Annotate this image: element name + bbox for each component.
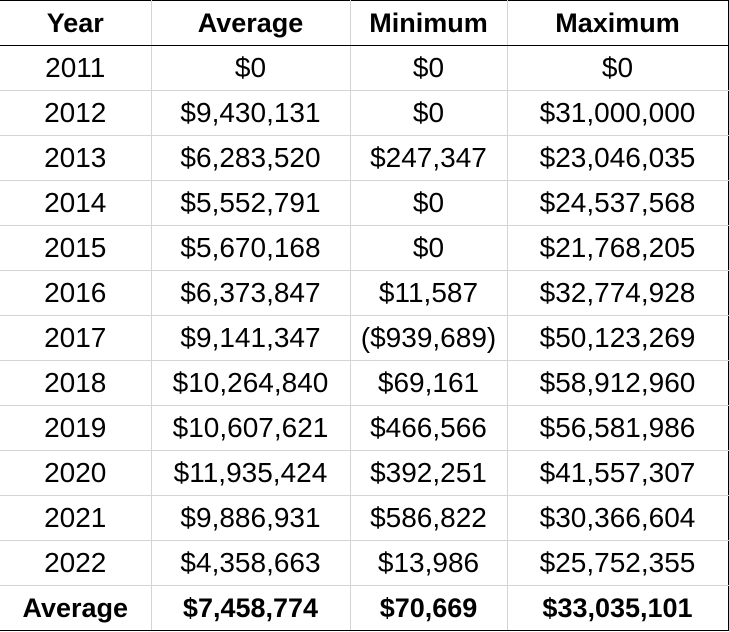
minimum-cell[interactable]: $0 — [350, 90, 508, 136]
table-row: 2017 $9,141,347 ($939,689) $50,123,269 — [0, 315, 729, 361]
minimum-cell[interactable]: $247,347 — [350, 135, 508, 181]
average-cell[interactable]: $5,552,791 — [151, 180, 351, 226]
average-cell[interactable]: $10,264,840 — [151, 360, 351, 406]
table-row: 2016 $6,373,847 $11,587 $32,774,928 — [0, 270, 729, 316]
average-of-maximum-cell[interactable]: $33,035,101 — [507, 585, 729, 631]
maximum-cell[interactable]: $31,000,000 — [507, 90, 729, 136]
year-cell[interactable]: 2012 — [0, 90, 152, 136]
average-cell[interactable]: $6,373,847 — [151, 270, 351, 316]
table-row: 2021 $9,886,931 $586,822 $30,366,604 — [0, 495, 729, 541]
minimum-cell[interactable]: $466,566 — [350, 405, 508, 451]
year-cell[interactable]: 2022 — [0, 540, 152, 586]
year-cell[interactable]: 2014 — [0, 180, 152, 226]
minimum-cell[interactable]: $392,251 — [350, 450, 508, 496]
maximum-cell[interactable]: $25,752,355 — [507, 540, 729, 586]
minimum-cell[interactable]: $13,986 — [350, 540, 508, 586]
minimum-cell[interactable]: $0 — [350, 45, 508, 91]
year-cell[interactable]: 2017 — [0, 315, 152, 361]
minimum-cell[interactable]: $69,161 — [350, 360, 508, 406]
maximum-cell[interactable]: $50,123,269 — [507, 315, 729, 361]
year-cell[interactable]: 2018 — [0, 360, 152, 406]
maximum-cell[interactable]: $56,581,986 — [507, 405, 729, 451]
average-cell[interactable]: $11,935,424 — [151, 450, 351, 496]
year-cell[interactable]: 2021 — [0, 495, 152, 541]
year-cell[interactable]: 2015 — [0, 225, 152, 271]
maximum-cell[interactable]: $41,557,307 — [507, 450, 729, 496]
average-of-average-cell[interactable]: $7,458,774 — [151, 585, 351, 631]
maximum-cell[interactable]: $0 — [507, 45, 729, 91]
table-row: 2014 $5,552,791 $0 $24,537,568 — [0, 180, 729, 226]
minimum-cell[interactable]: $0 — [350, 180, 508, 226]
average-cell[interactable]: $0 — [151, 45, 351, 91]
average-cell[interactable]: $4,358,663 — [151, 540, 351, 586]
average-cell[interactable]: $9,430,131 — [151, 90, 351, 136]
average-of-minimum-cell[interactable]: $70,669 — [350, 585, 508, 631]
average-cell[interactable]: $10,607,621 — [151, 405, 351, 451]
table-row: 2011 $0 $0 $0 — [0, 45, 729, 91]
average-cell[interactable]: $9,886,931 — [151, 495, 351, 541]
table-row: 2012 $9,430,131 $0 $31,000,000 — [0, 90, 729, 136]
table-row: 2022 $4,358,663 $13,986 $25,752,355 — [0, 540, 729, 586]
minimum-cell[interactable]: $0 — [350, 225, 508, 271]
table-row: 2018 $10,264,840 $69,161 $58,912,960 — [0, 360, 729, 406]
year-cell[interactable]: 2013 — [0, 135, 152, 181]
minimum-cell[interactable]: $586,822 — [350, 495, 508, 541]
maximum-cell[interactable]: $58,912,960 — [507, 360, 729, 406]
minimum-cell[interactable]: $11,587 — [350, 270, 508, 316]
year-cell[interactable]: 2011 — [0, 45, 152, 91]
year-cell[interactable]: 2020 — [0, 450, 152, 496]
year-cell[interactable]: 2019 — [0, 405, 152, 451]
maximum-cell[interactable]: $32,774,928 — [507, 270, 729, 316]
year-cell[interactable]: 2016 — [0, 270, 152, 316]
table-row: 2015 $5,670,168 $0 $21,768,205 — [0, 225, 729, 271]
average-cell[interactable]: $6,283,520 — [151, 135, 351, 181]
header-row: Year Average Minimum Maximum — [0, 0, 729, 46]
average-label-cell[interactable]: Average — [0, 585, 152, 631]
maximum-cell[interactable]: $23,046,035 — [507, 135, 729, 181]
header-minimum[interactable]: Minimum — [350, 0, 508, 46]
maximum-cell[interactable]: $30,366,604 — [507, 495, 729, 541]
average-cell[interactable]: $9,141,347 — [151, 315, 351, 361]
minimum-cell[interactable]: ($939,689) — [350, 315, 508, 361]
maximum-cell[interactable]: $21,768,205 — [507, 225, 729, 271]
table-row: 2019 $10,607,621 $466,566 $56,581,986 — [0, 405, 729, 451]
header-maximum[interactable]: Maximum — [507, 0, 729, 46]
header-average[interactable]: Average — [151, 0, 351, 46]
maximum-cell[interactable]: $24,537,568 — [507, 180, 729, 226]
average-cell[interactable]: $5,670,168 — [151, 225, 351, 271]
average-row: Average $7,458,774 $70,669 $33,035,101 — [0, 585, 729, 631]
table-row: 2020 $11,935,424 $392,251 $41,557,307 — [0, 450, 729, 496]
table-row: 2013 $6,283,520 $247,347 $23,046,035 — [0, 135, 729, 181]
header-year[interactable]: Year — [0, 0, 152, 46]
table-body: 2011 $0 $0 $0 2012 $9,430,131 $0 $31,000,000 201… — [0, 45, 729, 586]
